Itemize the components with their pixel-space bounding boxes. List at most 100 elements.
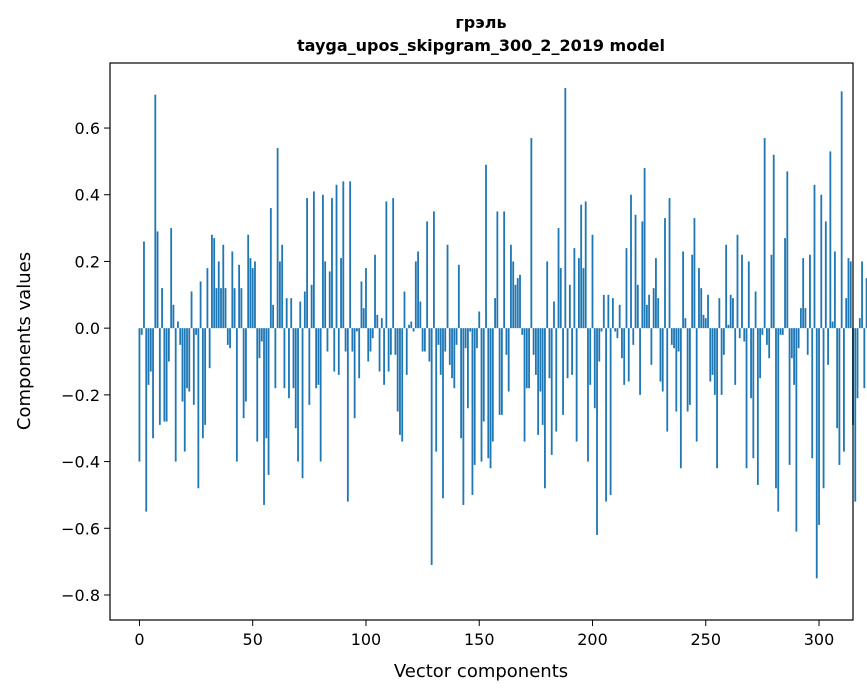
bar — [779, 328, 782, 335]
plot-frame — [109, 62, 854, 621]
bar — [362, 308, 365, 329]
bar — [387, 328, 390, 372]
bar — [451, 328, 453, 379]
bars-group — [138, 88, 867, 579]
bar — [732, 298, 734, 329]
bar — [242, 328, 245, 419]
bar — [600, 328, 603, 332]
bar — [172, 304, 175, 329]
bar — [661, 328, 664, 392]
bar — [541, 328, 544, 425]
bar — [670, 328, 673, 345]
bar — [648, 294, 651, 329]
bar — [544, 328, 546, 489]
bar — [641, 221, 644, 329]
bar — [276, 148, 279, 329]
bar — [473, 328, 476, 465]
bar — [351, 328, 354, 352]
bar — [625, 248, 628, 329]
bar — [263, 328, 265, 505]
bar — [530, 138, 533, 329]
bar — [367, 328, 370, 362]
bar — [768, 328, 771, 359]
x-tick-label: 250 — [690, 630, 721, 649]
bar — [743, 328, 746, 342]
bar — [177, 321, 179, 329]
bar — [319, 328, 322, 462]
bar — [571, 328, 574, 375]
bar — [181, 328, 184, 402]
bar — [233, 288, 236, 329]
bar — [582, 268, 585, 329]
bar — [550, 328, 553, 455]
bar — [197, 328, 200, 489]
x-tick-label: 0 — [134, 630, 144, 649]
bar — [396, 328, 399, 412]
bar — [251, 268, 254, 329]
bar — [820, 194, 823, 329]
bar — [702, 314, 705, 329]
bar — [272, 304, 274, 329]
bar — [507, 328, 510, 392]
bar — [559, 268, 562, 329]
bar — [693, 218, 696, 329]
bar — [161, 288, 163, 329]
bar — [553, 301, 555, 329]
bar — [578, 258, 580, 329]
bar — [274, 328, 277, 389]
bar — [682, 251, 685, 329]
bar — [496, 211, 499, 329]
bar — [643, 168, 646, 329]
bar — [630, 194, 632, 329]
bar — [494, 298, 496, 329]
bar — [206, 268, 209, 329]
bar — [322, 194, 324, 329]
bar — [349, 181, 352, 329]
bar — [575, 328, 578, 442]
bar — [310, 284, 313, 329]
bar — [695, 328, 698, 442]
bar — [299, 301, 302, 329]
bar — [292, 328, 295, 389]
bar — [659, 328, 662, 382]
bar — [713, 328, 716, 395]
bar — [822, 328, 825, 489]
bar — [487, 328, 490, 459]
bar — [258, 328, 261, 359]
y-tick-label: −0.6 — [61, 519, 100, 538]
bar — [797, 328, 800, 349]
bar — [333, 328, 336, 372]
bar — [809, 254, 811, 329]
bar — [700, 288, 703, 329]
bar — [337, 328, 340, 375]
bar — [689, 328, 691, 405]
bar — [201, 328, 204, 439]
bar — [301, 328, 304, 479]
bar — [254, 261, 256, 329]
bar — [245, 328, 247, 402]
bar — [446, 244, 449, 329]
bar — [863, 328, 866, 389]
bar — [657, 298, 660, 329]
bar — [707, 294, 709, 329]
bar — [464, 328, 467, 349]
bar — [505, 328, 508, 355]
bar — [761, 328, 764, 335]
bar — [457, 264, 460, 329]
bar — [650, 328, 653, 365]
bar — [537, 328, 540, 435]
bar — [328, 271, 331, 329]
bar — [371, 328, 374, 339]
bar — [754, 291, 757, 329]
bar — [655, 258, 657, 329]
bar — [211, 234, 213, 329]
y-tick-label: −0.4 — [61, 453, 100, 472]
bar — [711, 328, 714, 375]
bar — [566, 328, 569, 379]
bar — [455, 328, 458, 345]
bar — [278, 261, 281, 329]
bar — [777, 328, 780, 512]
bar — [229, 328, 231, 349]
bar — [317, 328, 320, 385]
bar — [679, 328, 682, 469]
